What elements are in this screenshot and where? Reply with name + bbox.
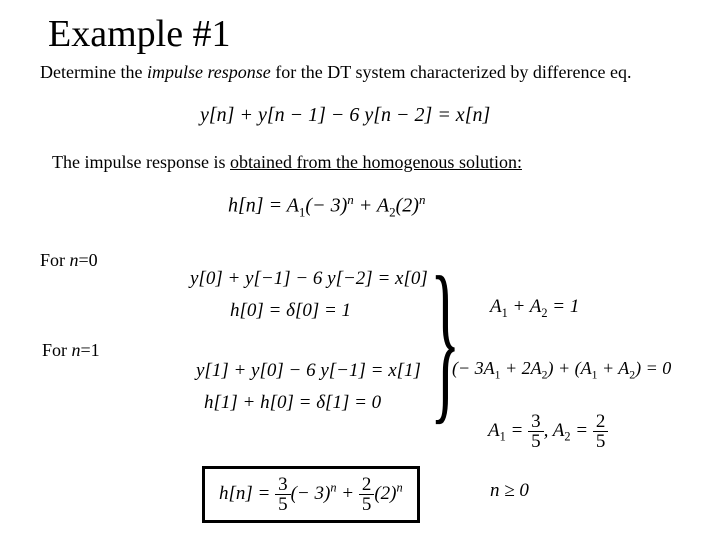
fd1: 5: [275, 495, 291, 514]
prompt-pre: Determine the: [40, 62, 147, 82]
for-n1: For n=1: [42, 340, 100, 361]
eq1: =: [506, 420, 528, 441]
cond2: (− 3A1 + 2A2) + (A1 + A2) = 0: [452, 358, 671, 382]
solution-coeffs: A1 = 35, A2 = 25: [488, 412, 608, 451]
c2s4: 2: [629, 369, 635, 382]
hn-A: h[n] = A: [228, 195, 299, 217]
eq-h0: h[0] = δ[0] = 1: [230, 300, 351, 322]
a1num: 3: [528, 412, 544, 432]
final-boxed: h[n] = 35(− 3)n + 25(2)n: [202, 466, 420, 523]
for-n0-n: n: [70, 250, 79, 270]
eq-h1: h[1] + h[0] = δ[1] = 0: [204, 392, 381, 414]
for-n1-post: =1: [81, 340, 100, 360]
cond1: A1 + A2 = 1: [490, 296, 579, 321]
c1s1: 1: [502, 306, 508, 320]
page-title: Example #1: [48, 12, 231, 56]
fn1: 3: [275, 475, 291, 495]
fr1: (− 3): [291, 483, 331, 504]
c2s1: 1: [495, 369, 501, 382]
fplus: +: [337, 483, 359, 504]
for-n0: For n=0: [40, 250, 98, 271]
for-n1-pre: For: [42, 340, 72, 360]
prompt-italic: impulse response: [147, 62, 271, 82]
c2s2: 2: [542, 369, 548, 382]
for-n0-post: =0: [79, 250, 98, 270]
a2den: 5: [593, 432, 609, 451]
c2s3: 1: [592, 369, 598, 382]
c1s2: 2: [541, 306, 547, 320]
fn2: 2: [359, 475, 375, 495]
hn-general: h[n] = A1(− 3)n + A2(2)n: [228, 192, 425, 221]
line2-underline: obtained from the homogenous solution:: [230, 152, 522, 172]
for-n1-n: n: [72, 340, 81, 360]
supn2: n: [419, 192, 426, 207]
sep: , A: [544, 420, 565, 441]
eq-y0: y[0] + y[−1] − 6 y[−2] = x[0]: [190, 268, 428, 290]
prompt-post: for the DT system characterized by diffe…: [271, 62, 632, 82]
hn-r1: (− 3): [305, 195, 347, 217]
n-geq-0: n ≥ 0: [490, 480, 529, 502]
a1den: 5: [528, 432, 544, 451]
fs2: n: [397, 481, 403, 495]
hn-plus: + A: [354, 195, 389, 217]
a2num: 2: [593, 412, 609, 432]
fd2: 5: [359, 495, 375, 514]
line2-pre: The impulse response is: [52, 152, 230, 172]
fr2: (2): [374, 483, 396, 504]
difference-equation: y[n] + y[n − 1] − 6 y[n − 2] = x[n]: [200, 104, 490, 127]
eq-y1: y[1] + y[0] − 6 y[−1] = x[1]: [196, 360, 421, 382]
prompt-line: Determine the impulse response for the D…: [40, 62, 631, 83]
homogeneous-line: The impulse response is obtained from th…: [52, 152, 522, 173]
eq2: =: [571, 420, 593, 441]
A1: A: [488, 420, 500, 441]
hn-r2: (2): [396, 195, 419, 217]
flhs: h[n] =: [219, 483, 275, 504]
for-n0-pre: For: [40, 250, 70, 270]
